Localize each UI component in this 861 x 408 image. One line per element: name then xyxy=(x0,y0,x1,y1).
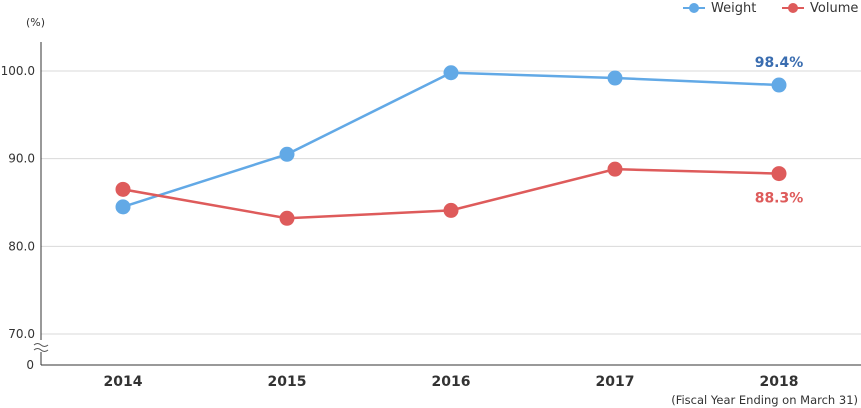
y-tick-label: 80.0 xyxy=(8,239,35,253)
legend-item-volume: Volume xyxy=(782,1,858,16)
x-tick-label: 2018 xyxy=(760,374,799,390)
series-line-weight xyxy=(122,71,780,209)
legend-item-weight: Weight xyxy=(683,1,756,16)
data-point-weight xyxy=(279,146,295,162)
fiscal-year-note: (Fiscal Year Ending on March 31) xyxy=(671,393,858,407)
legend-dot-marker xyxy=(788,3,798,13)
x-tick-label: 2015 xyxy=(268,374,307,390)
x-tick-label: 2014 xyxy=(104,374,143,390)
data-point-volume xyxy=(607,161,623,177)
data-labels: 98.4% 88.3% xyxy=(755,55,804,207)
legend-dot-marker xyxy=(689,3,699,13)
data-label: 98.4% xyxy=(755,55,804,71)
x-tick-label: 2016 xyxy=(432,374,471,390)
x-tick-label: 2017 xyxy=(596,374,635,390)
data-point-volume xyxy=(443,202,459,218)
data-point-volume xyxy=(771,166,787,182)
y-tick-labels: 100.0 90.0 80.0 70.0 xyxy=(1,64,35,341)
axis-break-mark xyxy=(33,343,49,352)
data-point-weight xyxy=(607,70,623,86)
series-lines xyxy=(115,65,787,226)
data-label: 88.3% xyxy=(755,191,804,207)
data-point-volume xyxy=(115,181,131,197)
legend-label: Weight xyxy=(711,1,756,16)
x-tick-labels: 2014 2015 2016 2017 2018 xyxy=(104,374,799,390)
data-point-weight xyxy=(443,65,459,81)
data-point-weight xyxy=(771,77,787,93)
axes xyxy=(33,42,861,366)
data-point-volume xyxy=(279,210,295,226)
legend: Weight Volume xyxy=(683,1,858,16)
data-point-weight xyxy=(115,199,131,215)
grid-lines xyxy=(41,70,861,335)
y-origin-label: 0 xyxy=(26,358,34,372)
y-unit-label: (%) xyxy=(26,16,45,29)
legend-label: Volume xyxy=(810,1,858,16)
y-tick-label: 90.0 xyxy=(8,152,35,166)
y-tick-label: 100.0 xyxy=(1,64,35,78)
y-tick-label: 70.0 xyxy=(8,327,35,341)
